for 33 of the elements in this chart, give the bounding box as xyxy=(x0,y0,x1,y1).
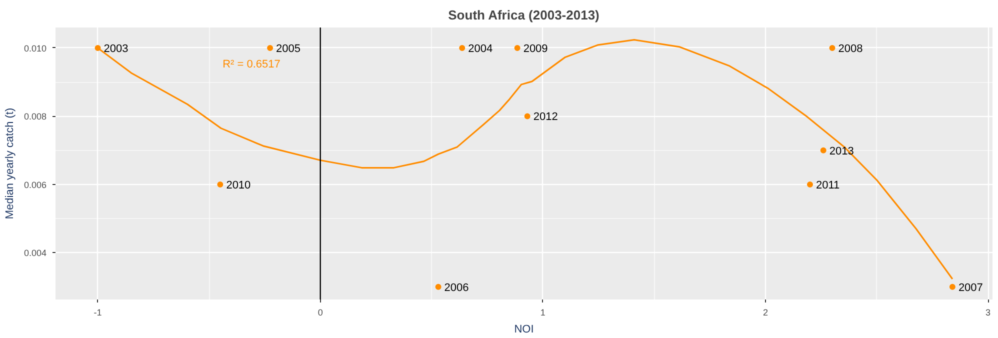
point xyxy=(820,147,826,154)
annotation: 2006 xyxy=(444,282,469,294)
x-tick-label: 0 xyxy=(318,308,323,318)
y-tick-label: 0.008 xyxy=(24,112,47,122)
y-tick-label: 0.010 xyxy=(24,43,47,54)
annotation: 2004 xyxy=(468,42,493,55)
x-tick-label: 1 xyxy=(540,308,546,318)
point xyxy=(459,44,466,51)
y-axis-title: Median yearly catch (t) xyxy=(4,108,16,220)
point xyxy=(524,113,530,120)
annotation: 2012 xyxy=(533,111,558,124)
annotation: 2011 xyxy=(816,179,840,192)
annotation: R² = 0.6517 xyxy=(222,58,280,70)
annotation: 2010 xyxy=(226,179,251,192)
x-tick-label: -1 xyxy=(94,308,102,318)
y-tick-label: 0.006 xyxy=(24,180,47,190)
point xyxy=(949,284,956,290)
point xyxy=(829,44,836,51)
annotation: 2007 xyxy=(958,282,983,294)
point xyxy=(806,181,813,188)
annotation: 2008 xyxy=(838,42,863,55)
chart-title: South Africa (2003-2013) xyxy=(448,8,600,22)
y-tick-label: 0.004 xyxy=(24,248,47,258)
point xyxy=(514,44,520,51)
point xyxy=(267,44,274,51)
x-axis-title: NOI xyxy=(514,324,534,336)
x-tick-label: 3 xyxy=(986,308,991,318)
annotation: 2009 xyxy=(523,42,548,55)
annotation: 2003 xyxy=(104,42,128,55)
point xyxy=(217,181,224,188)
x-tick-label: 2 xyxy=(762,308,768,318)
annotation: 2005 xyxy=(276,42,301,55)
point xyxy=(435,284,442,290)
